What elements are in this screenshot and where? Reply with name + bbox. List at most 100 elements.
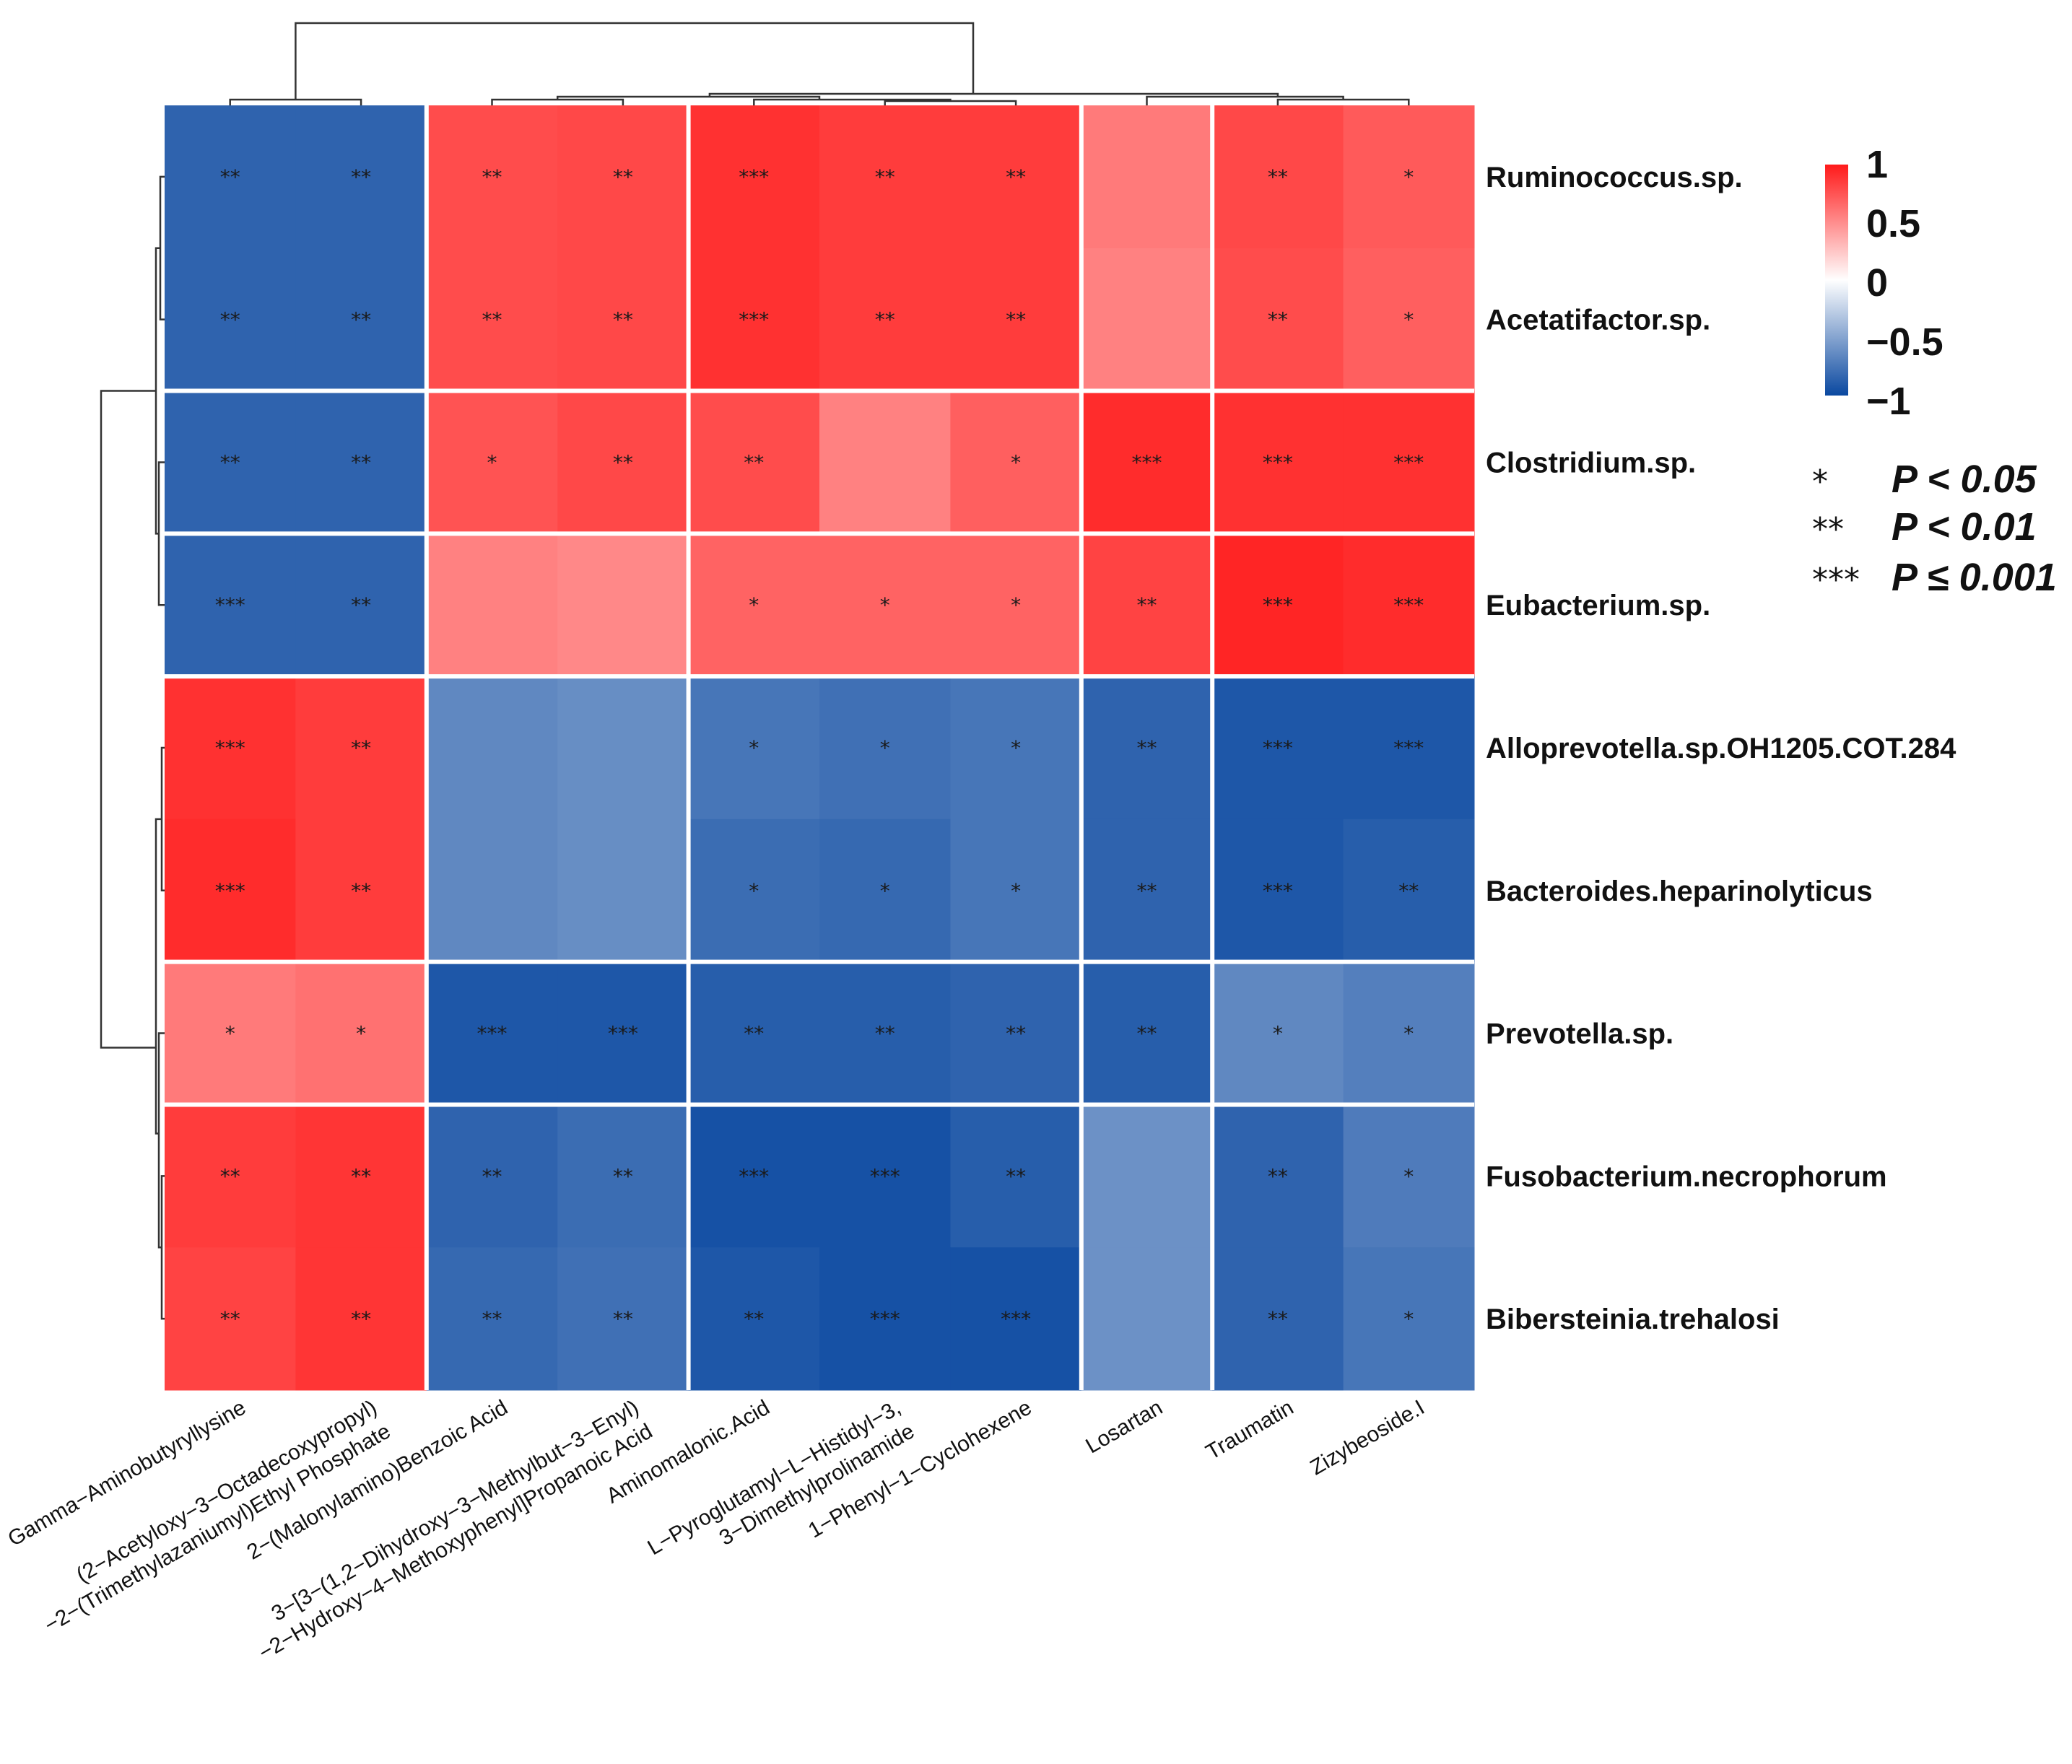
heatmap-cell xyxy=(1081,533,1213,677)
significance-mark: * xyxy=(1403,308,1414,332)
significance-mark: *** xyxy=(1263,879,1293,903)
significance-mark: *** xyxy=(215,879,245,903)
column-dendrogram-branch xyxy=(1276,98,1410,105)
column-dendrogram-branch xyxy=(708,92,1279,97)
significance-mark: * xyxy=(1403,1022,1414,1046)
significance-mark: ** xyxy=(220,450,240,474)
heatmap-cell xyxy=(295,105,427,249)
significance-mark: ** xyxy=(482,1164,502,1188)
significance-mark: *** xyxy=(1393,736,1424,760)
significance-mark: ** xyxy=(875,1022,895,1046)
heatmap-cell xyxy=(819,248,951,392)
heatmap-cell xyxy=(1343,390,1475,534)
heatmap-cell xyxy=(1343,818,1475,963)
significance-mark: ** xyxy=(1137,593,1157,617)
significance-mark: ** xyxy=(482,165,502,189)
significance-mark: *** xyxy=(1132,450,1162,474)
heatmap-cell xyxy=(1343,676,1475,820)
heatmap-cell xyxy=(165,248,296,392)
significance-mark: ** xyxy=(744,1307,764,1331)
significance-mark: * xyxy=(1403,1164,1414,1188)
heatmap-cell xyxy=(295,390,427,534)
significance-mark: ** xyxy=(613,450,633,474)
significance-mark: * xyxy=(1011,879,1021,903)
heatmap-cell xyxy=(557,1104,689,1248)
heatmap-cell xyxy=(426,818,558,963)
heatmap-cell xyxy=(557,533,689,677)
significance-mark: ** xyxy=(875,165,895,189)
colorbar-tick-label: 0.5 xyxy=(1866,202,1920,245)
heatmap-cell xyxy=(1343,248,1475,392)
column-dendrogram-branch xyxy=(491,98,624,105)
significance-mark: * xyxy=(1403,165,1414,189)
row-dendrogram-branch xyxy=(160,746,165,892)
significance-mark: *** xyxy=(1393,450,1424,474)
row-dendrogram xyxy=(100,175,165,1320)
significance-mark: *** xyxy=(1393,593,1424,617)
column-labels: Gamma−Aminobutyryllysine(2−Acetyloxy−3−O… xyxy=(4,1395,1429,1664)
significance-legend-symbol: *** xyxy=(1812,562,1860,598)
heatmap-cell xyxy=(950,1104,1082,1248)
heatmap-cell xyxy=(295,818,427,963)
column-dendrogram xyxy=(229,22,1410,105)
column-dendrogram-branch xyxy=(556,95,821,100)
heatmap-cell xyxy=(426,105,558,249)
cluster-separators xyxy=(165,105,1474,1390)
significance-mark: * xyxy=(749,879,759,903)
significance-mark: ** xyxy=(482,308,502,332)
significance-mark: *** xyxy=(1263,450,1293,474)
colorbar-tick-label: −0.5 xyxy=(1866,320,1943,364)
row-dendrogram-branch xyxy=(154,818,162,1135)
significance-mark: ** xyxy=(1006,1022,1026,1046)
heatmap-cell xyxy=(1343,961,1475,1105)
significance-mark: * xyxy=(749,593,759,617)
significance-legend-label: P < 0.01 xyxy=(1892,505,2037,549)
significance-mark: *** xyxy=(1001,1307,1031,1331)
significance-mark: * xyxy=(880,736,890,760)
heatmap-cell xyxy=(557,248,689,392)
significance-mark: *** xyxy=(1263,736,1293,760)
significance-mark: ** xyxy=(351,308,371,332)
heatmap-cell xyxy=(1343,1247,1475,1391)
significance-mark: * xyxy=(1403,1307,1414,1331)
heatmap-cell xyxy=(557,961,689,1105)
significance-legend-label: P < 0.05 xyxy=(1892,458,2037,501)
row-label: Eubacterium.sp. xyxy=(1486,590,1710,621)
heatmap-cell xyxy=(1081,248,1213,392)
significance-mark: * xyxy=(1011,736,1021,760)
column-dendrogram-branch xyxy=(753,98,952,105)
row-dendrogram-branch xyxy=(100,390,156,1049)
column-dendrogram-branch xyxy=(1146,95,1344,105)
significance-mark: *** xyxy=(215,593,245,617)
heatmap-cell xyxy=(819,105,951,249)
heatmap-cell xyxy=(1343,533,1475,677)
heatmap-cell xyxy=(557,390,689,534)
significance-legend-label: P ≤ 0.001 xyxy=(1892,556,2057,599)
colorbar-tick-label: 1 xyxy=(1866,143,1888,186)
row-label: Bacteroides.heparinolyticus xyxy=(1486,876,1873,907)
significance-mark: * xyxy=(487,450,497,474)
heatmap-cell xyxy=(557,1247,689,1391)
colorbar-tick-label: 0 xyxy=(1866,261,1888,305)
heatmap-cell xyxy=(426,676,558,820)
column-dendrogram-branch xyxy=(229,98,362,105)
heatmap-cell xyxy=(426,390,558,534)
significance-mark: * xyxy=(880,593,890,617)
row-labels: Ruminococcus.sp. Acetatifactor.sp. Clostri… xyxy=(1486,162,1956,1335)
significance-mark: ** xyxy=(1137,1022,1157,1046)
significance-mark: ** xyxy=(1006,1164,1026,1188)
heatmap-cell xyxy=(1212,1104,1344,1248)
row-label: Prevotella.sp. xyxy=(1486,1018,1673,1050)
heatmap-cell xyxy=(426,248,558,392)
heatmap-cell xyxy=(688,1104,820,1248)
heatmap-cell xyxy=(688,961,820,1105)
heatmap-cell xyxy=(295,533,427,677)
heatmap-cell xyxy=(1212,390,1344,534)
heatmap-cell xyxy=(557,818,689,963)
heatmap-cell xyxy=(819,533,951,677)
significance-mark: * xyxy=(356,1022,366,1046)
row-dendrogram-branch xyxy=(160,1175,165,1320)
heatmap-cell xyxy=(688,676,820,820)
heatmap-cell xyxy=(819,1247,951,1391)
